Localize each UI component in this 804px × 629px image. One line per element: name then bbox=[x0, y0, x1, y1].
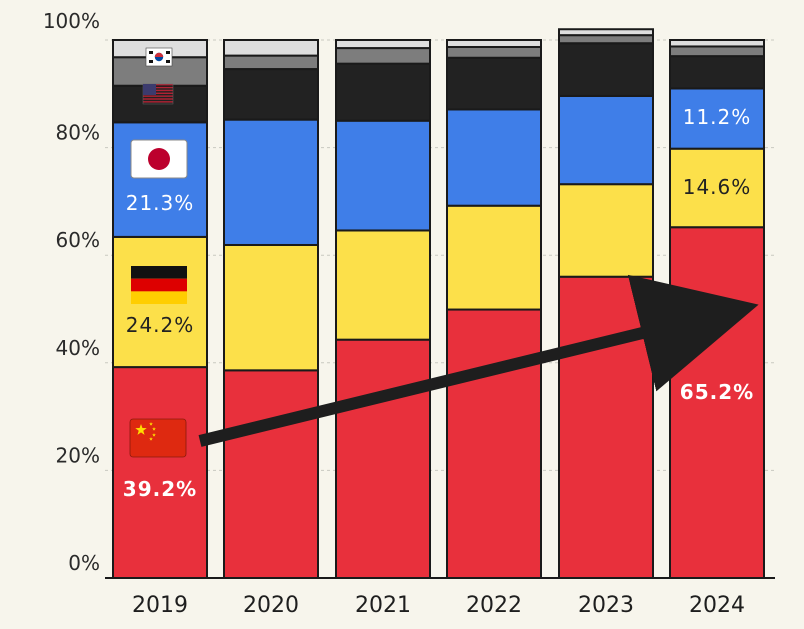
usa-flag-stripe bbox=[143, 98, 173, 100]
china-flag-field bbox=[129, 418, 187, 458]
y-tick-label: 60% bbox=[56, 228, 100, 252]
bar-segment-germany bbox=[223, 243, 319, 372]
korea-flag-trigram bbox=[149, 51, 153, 54]
usa-flag-stripe bbox=[143, 101, 173, 103]
bar-segment-china bbox=[223, 369, 319, 579]
bar-segment-japan bbox=[446, 108, 542, 207]
germany-flag-red bbox=[131, 278, 187, 292]
bar-segment-germany bbox=[446, 204, 542, 311]
bar-segment-usa bbox=[446, 56, 542, 111]
bar-segment-japan bbox=[335, 119, 431, 232]
usa-flag-stripe bbox=[143, 95, 173, 97]
usa-flag-stripe bbox=[143, 89, 173, 92]
bar-segment-germany bbox=[335, 229, 431, 341]
germany-flag-icon bbox=[131, 266, 187, 304]
bar-segment-usa bbox=[223, 68, 319, 121]
usa-flag-stripe bbox=[143, 86, 173, 89]
trend-arrow bbox=[198, 274, 759, 447]
flags-layer bbox=[129, 47, 188, 458]
x-tick-label: 2021 bbox=[355, 593, 411, 618]
bar-segment-china bbox=[335, 338, 431, 579]
data-label-japan-2019: 21.3% bbox=[126, 191, 195, 215]
germany-flag-black bbox=[131, 266, 187, 279]
bar-segment-china bbox=[558, 275, 654, 579]
y-tick-label: 100% bbox=[43, 9, 100, 33]
bar-segment-japan bbox=[223, 118, 319, 246]
korea-flag-trigram bbox=[166, 51, 170, 54]
x-tick-label: 2022 bbox=[466, 593, 522, 618]
usa-flag-icon bbox=[142, 83, 174, 105]
china-flag-big-star bbox=[135, 424, 147, 435]
data-label-germany-2019: 24.2% bbox=[126, 313, 195, 337]
x-tick-label: 2023 bbox=[578, 593, 634, 618]
bar-segment-usa bbox=[669, 55, 765, 90]
x-tick-label: 2019 bbox=[132, 593, 188, 618]
bar-segment-korea bbox=[669, 45, 765, 58]
bar-segment-china bbox=[112, 366, 208, 579]
usa-flag-stripe bbox=[143, 84, 173, 86]
korea-flag-trigram bbox=[149, 60, 153, 63]
china-flag-small-star bbox=[152, 427, 156, 431]
bar-segment-korea bbox=[335, 47, 431, 65]
china-flag-icon bbox=[129, 418, 187, 458]
japan-flag-icon bbox=[130, 139, 188, 179]
usa-flag-stripe bbox=[143, 92, 173, 94]
data-label-germany-2024: 14.6% bbox=[683, 175, 752, 199]
data-label-japan-2024: 11.2% bbox=[683, 105, 752, 129]
bar-segment-other bbox=[446, 39, 542, 48]
y-tick-label: 0% bbox=[68, 551, 100, 575]
china-flag-small-star bbox=[149, 422, 153, 426]
bar-segment-other bbox=[669, 39, 765, 48]
y-tick-label: 80% bbox=[56, 121, 100, 145]
china-flag-small-star bbox=[152, 433, 156, 437]
bar-segment-korea bbox=[558, 34, 654, 45]
x-tick-label: 2020 bbox=[243, 593, 299, 618]
china-flag-small-star bbox=[149, 437, 153, 441]
y-tick-label: 20% bbox=[56, 443, 100, 467]
korea-flag-yang bbox=[154, 52, 164, 57]
korea-flag-trigram bbox=[166, 60, 170, 63]
japan-flag-disc bbox=[148, 148, 170, 170]
data-label-china-2019: 39.2% bbox=[123, 477, 197, 501]
bar-segment-other bbox=[558, 28, 654, 37]
bar-segment-germany bbox=[558, 183, 654, 278]
bar-segment-china bbox=[446, 308, 542, 579]
bar-segment-usa bbox=[558, 42, 654, 97]
bar-segment-korea bbox=[223, 54, 319, 71]
bar-segment-usa bbox=[335, 62, 431, 122]
axis-layer: 0% 20% 40% 60% 80% 100% 2019 2020 2021 2022 2023 20… bbox=[43, 9, 775, 618]
y-tick-label: 40% bbox=[56, 336, 100, 360]
usa-flag-canton bbox=[143, 84, 156, 95]
korea-flag-icon bbox=[145, 47, 173, 67]
data-label-china-2024: 65.2% bbox=[680, 380, 754, 404]
bar-segment-other bbox=[335, 39, 431, 50]
bar-segment-japan bbox=[558, 94, 654, 186]
x-tick-label: 2024 bbox=[689, 593, 745, 618]
bar-segment-other bbox=[223, 39, 319, 57]
germany-flag-gold bbox=[131, 291, 187, 304]
bar-segment-korea bbox=[446, 45, 542, 59]
bars-layer bbox=[112, 28, 765, 579]
